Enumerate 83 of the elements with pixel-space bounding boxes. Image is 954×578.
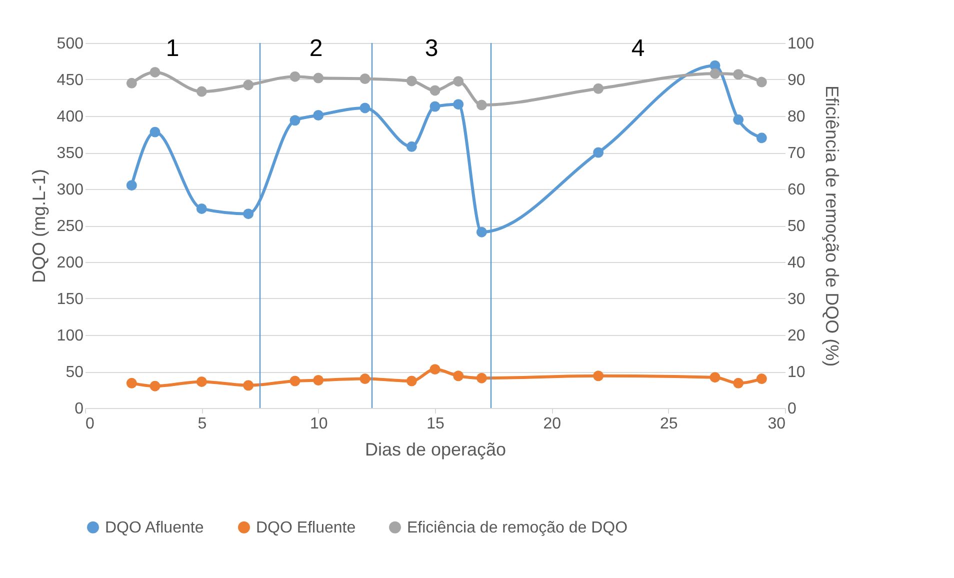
point bbox=[313, 110, 324, 121]
y2-tick-label: 20 bbox=[788, 328, 806, 344]
point bbox=[150, 380, 160, 392]
point bbox=[593, 83, 604, 94]
point bbox=[290, 71, 300, 82]
y2-tick-label: 50 bbox=[788, 218, 806, 235]
point bbox=[196, 376, 207, 387]
point bbox=[150, 66, 160, 78]
y-tick-label: 100 bbox=[56, 328, 84, 344]
point bbox=[453, 370, 464, 382]
point bbox=[126, 78, 137, 88]
point bbox=[733, 378, 744, 388]
point bbox=[126, 180, 137, 191]
point bbox=[453, 99, 464, 110]
legend-label: Eficiência de remoção de DQO bbox=[407, 519, 628, 536]
point bbox=[313, 375, 324, 386]
x-tick-label: 30 bbox=[768, 416, 786, 432]
annotation: 3 bbox=[424, 35, 438, 62]
legend-label: DQO Afluente bbox=[105, 519, 204, 536]
point bbox=[243, 380, 254, 391]
point bbox=[406, 76, 417, 86]
point bbox=[430, 364, 440, 375]
point bbox=[710, 372, 720, 383]
point bbox=[476, 226, 487, 238]
y-tick-label: 350 bbox=[56, 145, 84, 162]
point bbox=[476, 100, 487, 110]
x-tick-label: 20 bbox=[543, 416, 562, 432]
y-tick-label: 250 bbox=[56, 218, 84, 235]
point bbox=[243, 208, 254, 220]
y-axis-title: DQO (mg.L-1) bbox=[28, 168, 49, 284]
x-tick-label: 15 bbox=[426, 416, 444, 432]
point bbox=[476, 372, 487, 384]
point bbox=[360, 74, 370, 84]
x-tick-label: 25 bbox=[660, 416, 678, 432]
point bbox=[406, 376, 417, 386]
point bbox=[756, 76, 767, 88]
point bbox=[733, 114, 744, 125]
point bbox=[313, 72, 324, 84]
y-tick-label: 500 bbox=[56, 36, 84, 52]
y-tick-label: 300 bbox=[56, 182, 84, 198]
y2-axis-title: Eficiência de remoção de DQO (%) bbox=[822, 85, 842, 367]
x-tick-label: 10 bbox=[310, 416, 328, 432]
x-axis-title: Dias de operação bbox=[364, 440, 506, 460]
point bbox=[290, 115, 300, 126]
point bbox=[196, 203, 207, 214]
point bbox=[430, 85, 440, 96]
y2-tick-label: 90 bbox=[788, 72, 806, 89]
y2-tick-label: 60 bbox=[788, 182, 806, 198]
point bbox=[406, 141, 417, 152]
point bbox=[290, 376, 300, 386]
point bbox=[593, 370, 604, 382]
y-tick-label: 0 bbox=[74, 400, 84, 418]
point bbox=[243, 80, 254, 90]
x-tick-label: 5 bbox=[198, 416, 207, 432]
annotation: 2 bbox=[309, 35, 323, 62]
point bbox=[430, 101, 440, 112]
legend-label: DQO Efluente bbox=[256, 519, 356, 536]
point bbox=[126, 378, 137, 388]
y-tick-label: 200 bbox=[56, 254, 84, 272]
annotation: 1 bbox=[166, 35, 180, 62]
point bbox=[710, 68, 720, 79]
point bbox=[756, 132, 767, 144]
y2-tick-label: 10 bbox=[788, 364, 806, 381]
y-tick-label: 50 bbox=[66, 364, 84, 381]
y-tick-label: 400 bbox=[56, 108, 84, 126]
point bbox=[360, 374, 370, 384]
point bbox=[150, 126, 160, 138]
point bbox=[196, 86, 207, 97]
point bbox=[733, 69, 744, 80]
annotation: 4 bbox=[631, 35, 645, 62]
point bbox=[360, 102, 370, 114]
y-tick-label: 450 bbox=[56, 72, 84, 89]
point bbox=[756, 374, 767, 384]
y2-tick-label: 0 bbox=[788, 400, 796, 418]
y2-tick-label: 100 bbox=[788, 36, 814, 52]
x-tick-label: 0 bbox=[86, 416, 94, 432]
y2-tick-label: 70 bbox=[788, 145, 806, 162]
y-tick-label: 150 bbox=[56, 291, 84, 308]
y2-tick-label: 40 bbox=[788, 254, 806, 272]
point bbox=[593, 147, 604, 158]
y2-tick-label: 80 bbox=[788, 108, 806, 126]
y2-tick-label: 30 bbox=[788, 291, 806, 308]
point bbox=[453, 76, 464, 87]
